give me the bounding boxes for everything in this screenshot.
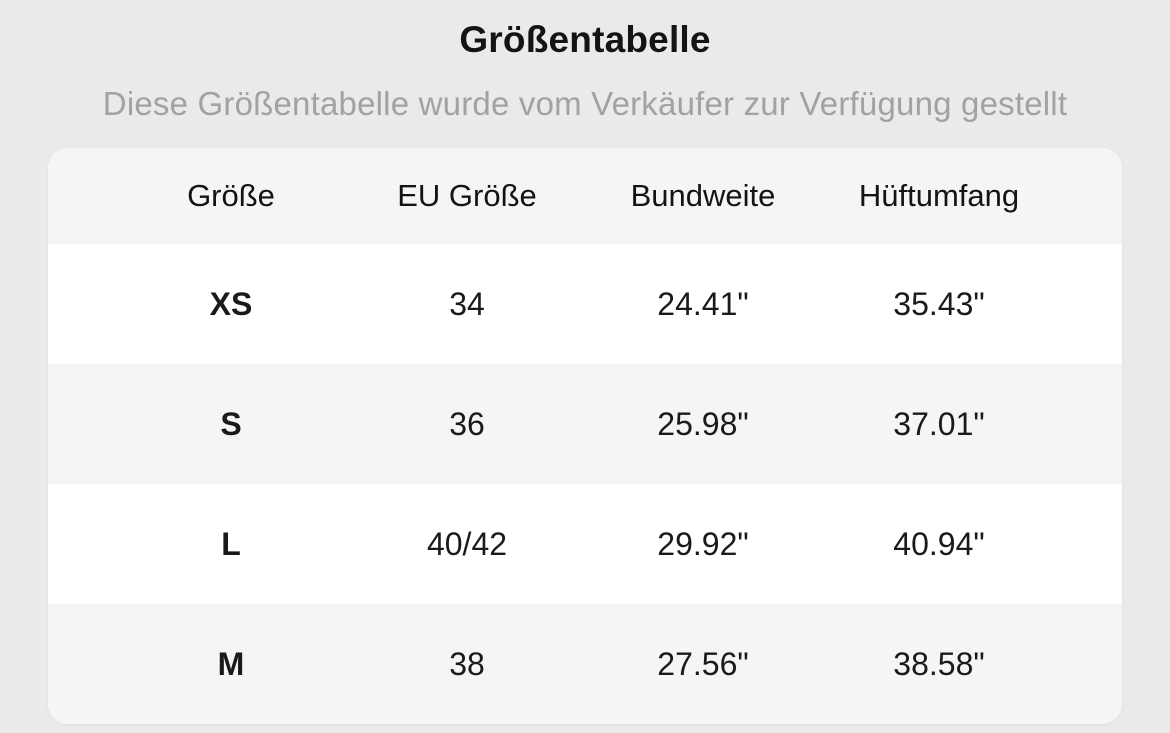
page-title: Größentabelle xyxy=(459,19,711,60)
column-header-size: Größe xyxy=(187,178,275,213)
eu-size-value: 34 xyxy=(449,285,485,322)
size-value: S xyxy=(220,405,242,442)
hip-value: 35.43" xyxy=(893,285,985,322)
size-value: L xyxy=(221,525,241,562)
eu-size-value: 38 xyxy=(449,645,485,682)
column-header-hip: Hüftumfang xyxy=(858,178,1020,213)
size-chart-card: Größe EU Größe Bundweite Hüftumfang XS 3… xyxy=(48,148,1122,724)
hip-value: 37.01" xyxy=(893,405,985,442)
waist-value: 29.92" xyxy=(657,525,749,562)
size-value: XS xyxy=(209,285,253,322)
table-row: M 38 27.56" 38.58" xyxy=(48,604,1122,724)
waist-value: 24.41" xyxy=(657,285,749,322)
page-subtitle: Diese Größentabelle wurde vom Verkäufer … xyxy=(102,85,1068,122)
column-header-waist: Bundweite xyxy=(630,178,776,213)
size-value: M xyxy=(217,645,245,682)
table-row: S 36 25.98" 37.01" xyxy=(48,364,1122,484)
eu-size-value: 40/42 xyxy=(426,525,508,562)
column-header-eu-size: EU Größe xyxy=(397,178,537,213)
eu-size-value: 36 xyxy=(449,405,485,442)
table-row: XS 34 24.41" 35.43" xyxy=(48,244,1122,364)
table-header-row: Größe EU Größe Bundweite Hüftumfang xyxy=(48,148,1122,244)
waist-value: 25.98" xyxy=(657,405,749,442)
hip-value: 38.58" xyxy=(893,645,985,682)
table-row: L 40/42 29.92" 40.94" xyxy=(48,484,1122,604)
waist-value: 27.56" xyxy=(657,645,749,682)
hip-value: 40.94" xyxy=(893,525,985,562)
